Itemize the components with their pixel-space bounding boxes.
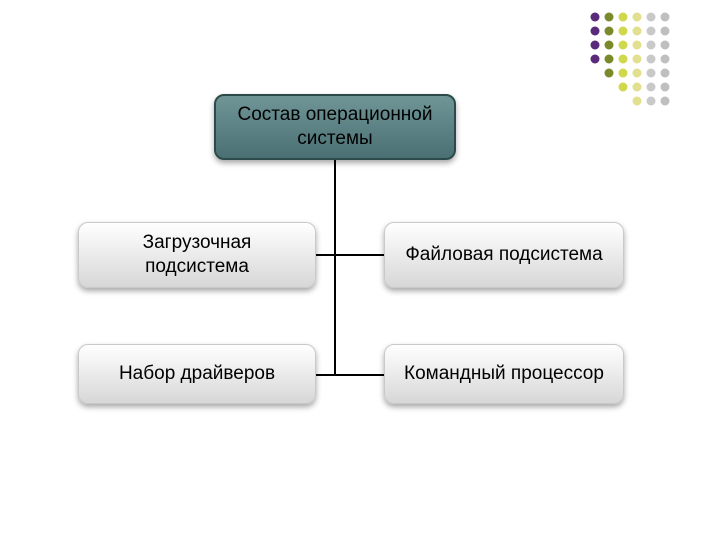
child-label: Командный процессор <box>404 362 604 386</box>
connector <box>316 374 384 376</box>
child-label: Загрузочная подсистема <box>143 231 252 279</box>
root-label: Состав операционной системы <box>237 103 432 151</box>
decor-dot-grid <box>590 12 684 120</box>
connector <box>334 160 336 376</box>
child-label: Файловая подсистема <box>405 243 602 267</box>
child-node: Набор драйверов <box>78 344 316 404</box>
child-node: Командный процессор <box>384 344 624 404</box>
child-label: Набор драйверов <box>119 362 275 386</box>
child-node: Файловая подсистема <box>384 222 624 288</box>
diagram-canvas: Состав операционной системы Загрузочная … <box>0 0 720 540</box>
root-node: Состав операционной системы <box>214 94 456 160</box>
child-node: Загрузочная подсистема <box>78 222 316 288</box>
connector <box>316 254 384 256</box>
